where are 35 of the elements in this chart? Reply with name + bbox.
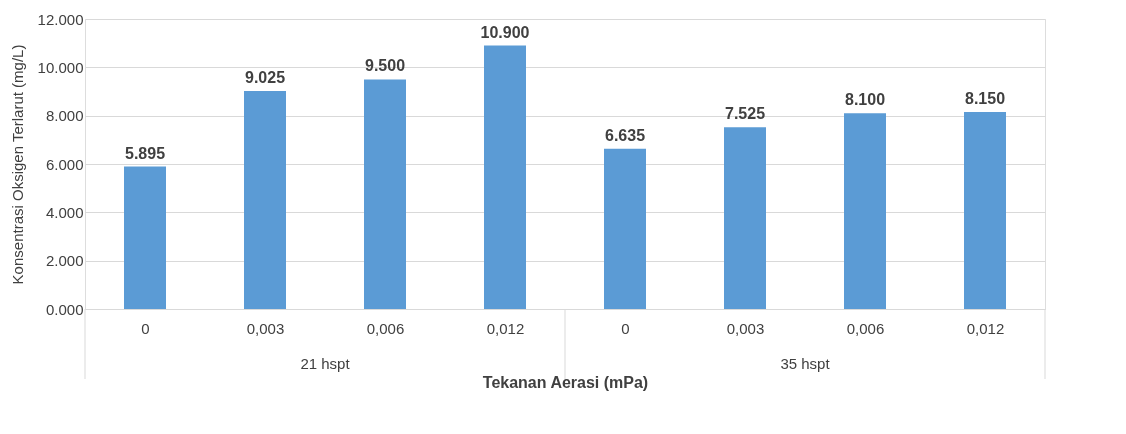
bar	[844, 113, 886, 309]
y-tick-label: 10.000	[37, 58, 84, 76]
data-label: 10.900	[480, 23, 530, 41]
y-tick-label: 12.000	[37, 10, 84, 28]
x-tick-label: 0	[141, 319, 150, 337]
text: 21 hspt	[300, 355, 351, 372]
x-tick-label: 0,012	[966, 319, 1005, 337]
x-tick-label: 0,006	[366, 319, 405, 337]
x-tick-label: 0,012	[486, 319, 525, 337]
y-tick-label: 8.000	[45, 107, 84, 125]
data-label: 8.100	[844, 91, 886, 109]
data-label: 9.025	[244, 68, 286, 86]
y-tick-label: 0.000	[45, 300, 84, 318]
y-tick-label: 4.000	[45, 203, 84, 221]
data-label: 8.150	[964, 90, 1006, 108]
y-tick-label: 6.000	[45, 155, 84, 173]
x-tick-label: 0,003	[726, 319, 765, 337]
data-label: 5.895	[124, 144, 166, 162]
data-label: 9.500	[364, 57, 406, 75]
bar	[124, 166, 166, 309]
data-label: 6.635	[604, 126, 646, 144]
x-tick-label: 0,003	[246, 319, 285, 337]
bar	[724, 127, 766, 309]
x-axis-title: Tekanan Aerasi (mPa)	[482, 373, 649, 391]
text: 35 hspt	[780, 355, 831, 372]
bar	[364, 79, 406, 309]
y-tick-label: 2.000	[45, 252, 84, 270]
bar	[604, 148, 646, 309]
x-tick-label: 0	[621, 319, 630, 337]
bar	[484, 45, 526, 309]
y-axis-title: Konsentrasi Oksigen Terlarut (mg/L)	[8, 44, 26, 285]
data-label: 7.525	[724, 105, 766, 123]
bar	[244, 90, 286, 309]
bar	[964, 112, 1006, 309]
x-tick-label: 0,006	[846, 319, 885, 337]
